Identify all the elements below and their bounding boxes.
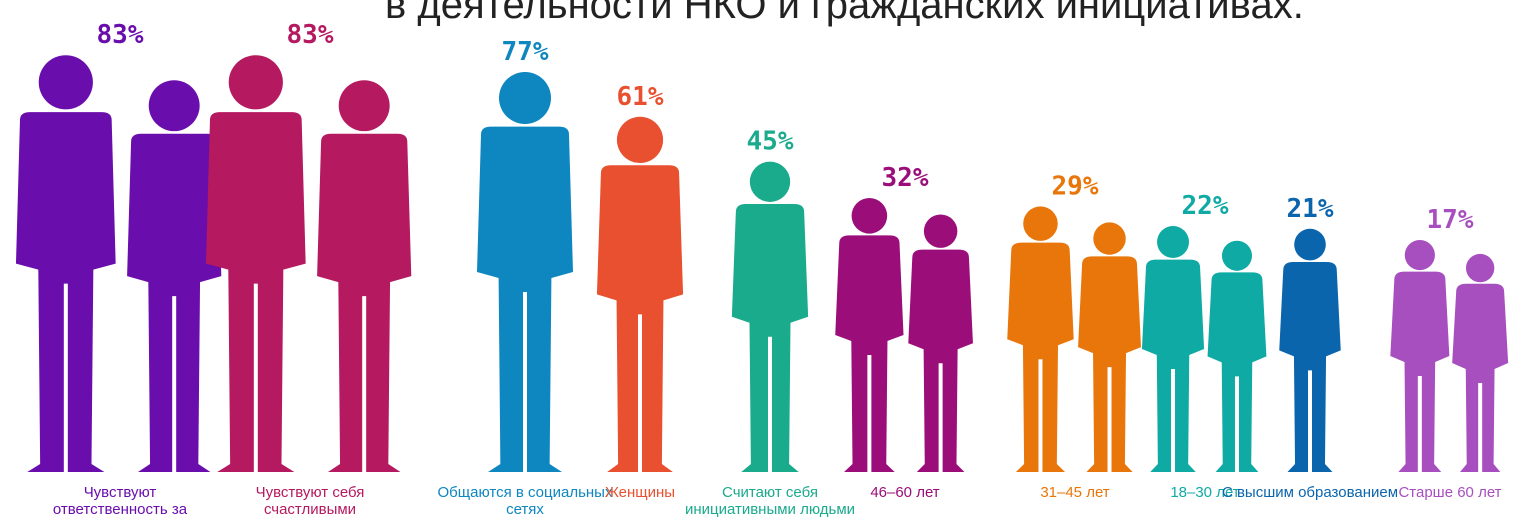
body xyxy=(1390,272,1449,472)
value-label: 77% xyxy=(502,37,549,67)
head xyxy=(1466,254,1494,282)
body xyxy=(206,112,306,472)
chart-title: в деятельности НКО и гражданских инициат… xyxy=(385,0,1304,27)
head xyxy=(924,214,957,247)
body xyxy=(1078,256,1141,472)
head xyxy=(1294,229,1326,261)
category-label: Чувствуют ответственность за происходяще… xyxy=(25,484,215,523)
infographic: в деятельности НКО и гражданских инициат… xyxy=(0,0,1535,523)
value-label: 21% xyxy=(1287,194,1334,224)
figure xyxy=(597,117,683,472)
head xyxy=(149,80,200,131)
value-label: 61% xyxy=(617,82,664,112)
head xyxy=(1093,222,1125,254)
value-label: 32% xyxy=(882,163,929,193)
figure xyxy=(1007,206,1141,472)
chart: в деятельности НКО и гражданских инициат… xyxy=(0,0,1535,523)
figure xyxy=(16,55,221,472)
body xyxy=(477,127,573,472)
body xyxy=(835,235,903,472)
figure xyxy=(206,55,411,472)
head xyxy=(1023,206,1058,241)
head xyxy=(1222,241,1252,271)
body xyxy=(1208,272,1267,472)
body xyxy=(732,204,808,472)
value-label: 17% xyxy=(1427,205,1474,235)
head xyxy=(1157,226,1189,258)
category-label: Чувствуют себя счастливыми xyxy=(215,484,405,518)
value-label: 83% xyxy=(287,20,334,50)
body xyxy=(127,134,221,472)
category-label: Старше 60 лет xyxy=(1355,484,1535,501)
value-label: 29% xyxy=(1052,171,1099,201)
figure xyxy=(1142,226,1266,472)
head xyxy=(617,117,663,163)
head xyxy=(852,198,888,234)
body xyxy=(1007,243,1073,472)
body xyxy=(1452,284,1508,472)
head xyxy=(1405,240,1435,270)
body xyxy=(1142,260,1204,472)
head xyxy=(750,162,790,202)
figure xyxy=(835,198,973,472)
value-label: 83% xyxy=(97,20,144,50)
figure xyxy=(1390,240,1508,472)
figure xyxy=(1279,229,1341,472)
value-label: 22% xyxy=(1182,191,1229,221)
body xyxy=(16,112,116,472)
body xyxy=(597,165,683,472)
body xyxy=(317,134,411,472)
head xyxy=(39,55,93,109)
head xyxy=(339,80,390,131)
figure xyxy=(477,72,573,472)
figure xyxy=(732,162,808,472)
head xyxy=(499,72,551,124)
value-label: 45% xyxy=(747,127,794,157)
body xyxy=(1279,262,1341,472)
category-label: 46–60 лет xyxy=(810,484,1000,501)
head xyxy=(229,55,283,109)
body xyxy=(908,250,973,472)
